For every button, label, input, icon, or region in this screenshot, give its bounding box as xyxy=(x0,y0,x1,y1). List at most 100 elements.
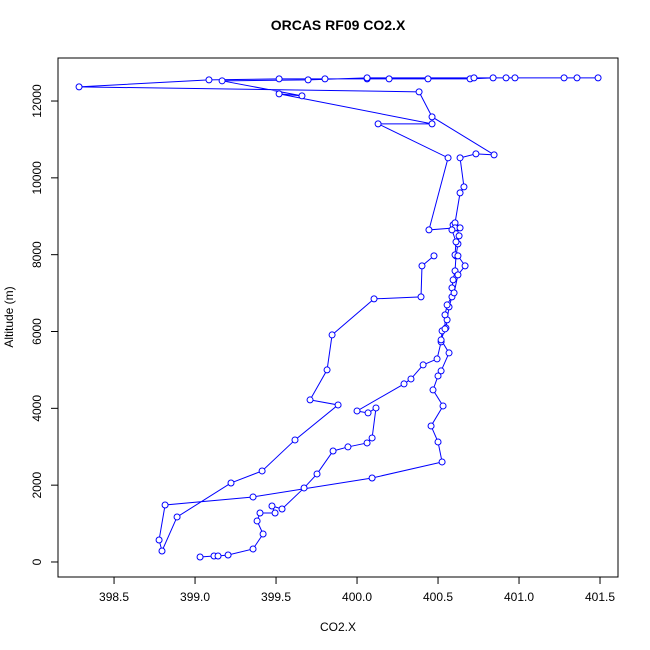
x-tick-label: 398.5 xyxy=(99,590,129,604)
data-point xyxy=(461,262,469,270)
data-point xyxy=(454,252,462,260)
y-tick-label: 2000 xyxy=(30,471,44,498)
data-point xyxy=(306,396,314,404)
data-point xyxy=(374,120,382,128)
data-point xyxy=(268,502,276,510)
x-tick-label: 399.0 xyxy=(180,590,210,604)
data-point xyxy=(430,252,438,260)
data-point xyxy=(434,438,442,446)
data-point xyxy=(370,295,378,303)
data-point xyxy=(429,386,437,394)
data-point xyxy=(418,262,426,270)
data-point xyxy=(444,154,452,162)
y-tick-label: 8000 xyxy=(30,241,44,268)
data-point xyxy=(214,552,222,560)
data-line xyxy=(79,77,599,558)
data-point xyxy=(452,238,460,246)
data-point xyxy=(328,331,336,339)
data-point xyxy=(470,74,478,82)
data-point xyxy=(560,74,568,82)
data-point xyxy=(364,409,372,417)
data-point xyxy=(425,226,433,234)
data-point xyxy=(437,336,445,344)
x-tick-label: 401.5 xyxy=(585,590,615,604)
data-point xyxy=(400,380,408,388)
data-point xyxy=(428,113,436,121)
x-tick-label: 399.5 xyxy=(261,590,291,604)
x-axis-label: CO2.X xyxy=(320,620,356,634)
data-point xyxy=(460,183,468,191)
y-tick-label: 6000 xyxy=(30,318,44,345)
data-point xyxy=(417,293,425,301)
data-point xyxy=(329,447,337,455)
data-point xyxy=(205,76,213,84)
data-point xyxy=(427,422,435,430)
data-point xyxy=(472,150,480,158)
data-point xyxy=(433,355,441,363)
data-point xyxy=(304,76,312,84)
data-point xyxy=(368,474,376,482)
data-point xyxy=(489,74,497,82)
data-point xyxy=(173,513,181,521)
data-point xyxy=(298,92,306,100)
data-point xyxy=(321,75,329,83)
y-tick-label: 0 xyxy=(30,558,44,565)
data-point xyxy=(224,551,232,559)
data-point xyxy=(249,545,257,553)
data-point xyxy=(443,301,451,309)
data-point xyxy=(450,289,458,297)
data-point xyxy=(490,151,498,159)
data-point xyxy=(158,547,166,555)
data-point xyxy=(449,276,457,284)
data-point xyxy=(372,404,380,412)
data-point xyxy=(368,434,376,442)
data-point xyxy=(313,470,321,478)
data-point xyxy=(424,75,432,83)
data-point xyxy=(275,75,283,83)
data-point xyxy=(291,436,299,444)
y-tick-label: 10000 xyxy=(30,161,44,195)
data-point xyxy=(363,439,371,447)
data-point xyxy=(275,90,283,98)
data-point xyxy=(363,74,371,82)
data-point xyxy=(415,88,423,96)
data-point xyxy=(271,509,279,517)
data-point xyxy=(456,224,464,232)
y-axis-label: Altitude (m) xyxy=(2,286,16,347)
data-point xyxy=(249,493,257,501)
data-point xyxy=(407,375,415,383)
data-point xyxy=(258,467,266,475)
plot-frame xyxy=(57,57,619,578)
data-point xyxy=(573,74,581,82)
data-point xyxy=(278,505,286,513)
data-point xyxy=(256,509,264,517)
x-tick-label: 401.0 xyxy=(504,590,534,604)
data-point xyxy=(253,517,261,525)
data-point xyxy=(455,232,463,240)
data-point xyxy=(300,484,308,492)
data-point xyxy=(445,349,453,357)
data-point xyxy=(441,311,449,319)
data-point xyxy=(439,402,447,410)
chart-title: ORCAS RF09 CO2.X xyxy=(271,17,406,33)
data-point xyxy=(437,367,445,375)
data-point xyxy=(323,366,331,374)
y-tick-label: 4000 xyxy=(30,395,44,422)
data-point xyxy=(259,530,267,538)
data-point xyxy=(161,501,169,509)
data-point xyxy=(155,536,163,544)
data-point xyxy=(438,458,446,466)
data-point xyxy=(75,83,83,91)
data-point xyxy=(511,74,519,82)
data-point xyxy=(454,271,462,279)
data-point xyxy=(448,226,456,234)
data-point xyxy=(441,325,449,333)
x-tick-label: 400.5 xyxy=(423,590,453,604)
data-point xyxy=(502,74,510,82)
data-point xyxy=(344,443,352,451)
data-point xyxy=(218,77,226,85)
data-point xyxy=(419,361,427,369)
data-point xyxy=(196,553,204,561)
x-tick-label: 400.0 xyxy=(342,590,372,604)
